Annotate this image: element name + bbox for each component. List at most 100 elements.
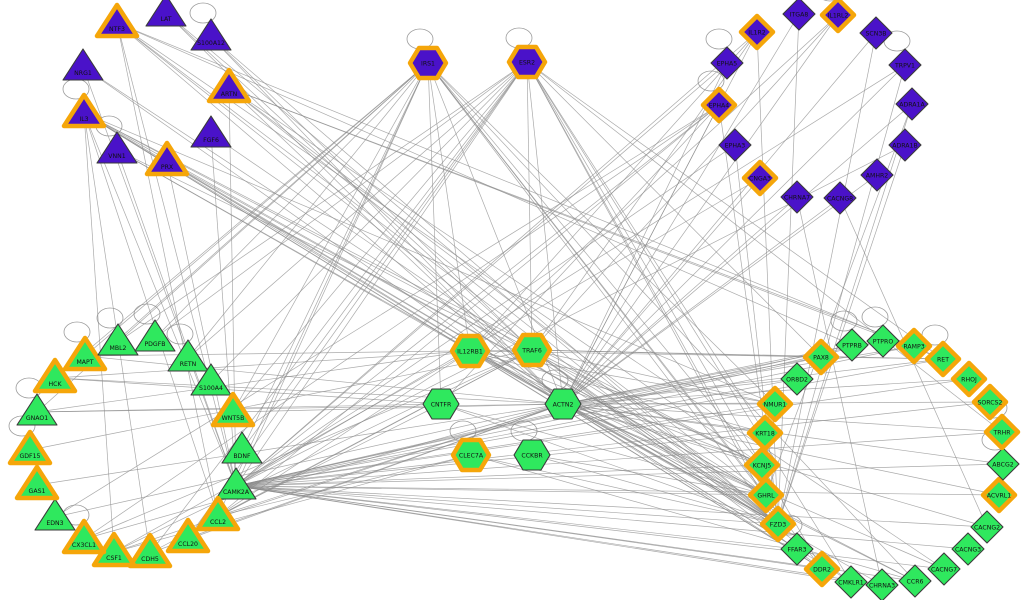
edge — [116, 22, 219, 517]
edge — [166, 160, 767, 496]
edge — [210, 36, 779, 525]
node-gnao1[interactable]: GNAO1 — [16, 393, 58, 426]
node-edn3[interactable]: EDN3 — [34, 498, 76, 531]
edge — [526, 61, 852, 583]
node-artn[interactable]: ARTN — [206, 67, 252, 104]
node-rhoj[interactable]: RHOJ — [950, 360, 988, 398]
node-abcg2[interactable]: ABCG2 — [986, 447, 1020, 481]
node-ntf3[interactable]: NTF3 — [94, 2, 140, 39]
edge — [562, 64, 906, 405]
node-sorcs2[interactable]: SORCS2 — [971, 383, 1009, 421]
edge — [83, 112, 115, 553]
diamond-shape — [819, 0, 857, 34]
diamond-shape — [888, 128, 922, 162]
node-pdgfb[interactable]: PDGFB — [134, 319, 176, 352]
node-il1r2[interactable]: IL1R2 — [738, 13, 776, 51]
edge — [187, 62, 429, 359]
edge — [469, 31, 758, 352]
node-cacng3[interactable]: CACNG3 — [951, 532, 985, 566]
node-ramp3[interactable]: RAMP3 — [895, 327, 933, 365]
diamond-shape — [898, 564, 932, 598]
diamond-shape — [780, 362, 814, 396]
edge — [235, 62, 728, 487]
node-vnn1[interactable]: VNN1 — [96, 131, 138, 164]
diamond-shape — [782, 0, 816, 31]
edge — [526, 61, 822, 358]
node-ccr6[interactable]: CCR6 — [898, 564, 932, 598]
node-il12rb1[interactable]: IL12RB1 — [449, 333, 491, 369]
node-prx[interactable]: PRX — [144, 140, 190, 177]
node-lat[interactable]: LAT — [145, 0, 187, 27]
node-ccl2[interactable]: CCL2 — [195, 495, 241, 532]
edge — [83, 112, 219, 517]
triangle-shape — [167, 339, 209, 372]
triangle-shape — [97, 323, 139, 356]
edge — [440, 403, 767, 496]
edge — [228, 87, 767, 496]
node-esr2[interactable]: ESR2 — [506, 44, 548, 80]
triangle-shape — [61, 518, 107, 555]
node-retn[interactable]: RETN — [167, 339, 209, 372]
edge — [83, 104, 720, 540]
diamond-shape — [860, 158, 894, 192]
edge — [531, 454, 779, 525]
diamond-shape — [834, 565, 868, 599]
node-acvrl1[interactable]: ACVRL1 — [980, 476, 1018, 514]
node-traf6[interactable]: TRAF6 — [511, 332, 553, 368]
edge — [113, 349, 533, 553]
node-adra1b[interactable]: ADRA1B — [888, 128, 922, 162]
node-s100a12[interactable]: S100A12 — [190, 18, 232, 51]
node-epha3[interactable]: EPHA3 — [718, 128, 752, 162]
diamond-shape — [986, 447, 1020, 481]
edge — [217, 454, 472, 517]
node-nrg1[interactable]: NRG1 — [62, 48, 104, 81]
node-chrna3[interactable]: CHRNA3 — [865, 568, 899, 600]
edge — [427, 62, 763, 466]
node-cacng2[interactable]: CACNG2 — [970, 510, 1004, 544]
edge — [54, 377, 564, 405]
node-fgf6[interactable]: FGF6 — [190, 115, 232, 148]
edge — [531, 349, 767, 496]
node-epha4[interactable]: EPHA4 — [700, 86, 738, 124]
edge — [469, 350, 767, 496]
triangle-shape — [62, 335, 108, 372]
diamond-shape — [835, 328, 869, 362]
edge — [217, 62, 429, 517]
node-epha5[interactable]: EPHA5 — [710, 46, 744, 80]
edge — [232, 403, 564, 413]
edge — [469, 14, 839, 352]
self-loop — [705, 28, 733, 50]
node-cnga3[interactable]: CNGA3 — [741, 159, 779, 197]
edge — [83, 349, 533, 540]
self-loop — [63, 321, 91, 343]
edge — [82, 66, 564, 405]
node-scn3b[interactable]: SCN3B — [859, 16, 893, 50]
edge — [235, 401, 991, 487]
edge — [154, 61, 528, 339]
node-cacng8[interactable]: CACNG8 — [823, 181, 857, 215]
node-trhr[interactable]: TRHR — [983, 413, 1021, 451]
node-il1rl2[interactable]: IL1RL2 — [819, 0, 857, 34]
node-irs1[interactable]: IRS1 — [407, 45, 449, 81]
edge — [777, 144, 906, 525]
hexagon-shape — [506, 44, 548, 80]
diamond-shape — [802, 338, 840, 376]
edge — [562, 31, 758, 405]
edge — [116, 22, 533, 351]
self-loop — [189, 2, 217, 24]
node-adra1a[interactable]: ADRA1A — [895, 87, 929, 121]
node-chrna7[interactable]: CHRNA7 — [780, 180, 814, 214]
diamond-shape — [951, 532, 985, 566]
node-ret[interactable]: RET — [924, 340, 962, 378]
edge — [235, 144, 736, 487]
node-il3[interactable]: IL3 — [61, 92, 107, 129]
edge — [117, 61, 528, 343]
node-clec7a[interactable]: CLEC7A — [450, 437, 492, 473]
node-cacng7[interactable]: CACNG7 — [927, 552, 961, 586]
edge — [235, 485, 916, 582]
self-loop — [861, 306, 889, 328]
node-amhr2[interactable]: AMHR2 — [860, 158, 894, 192]
node-itga8[interactable]: ITGA8 — [782, 0, 816, 31]
hexagon-shape — [449, 333, 491, 369]
